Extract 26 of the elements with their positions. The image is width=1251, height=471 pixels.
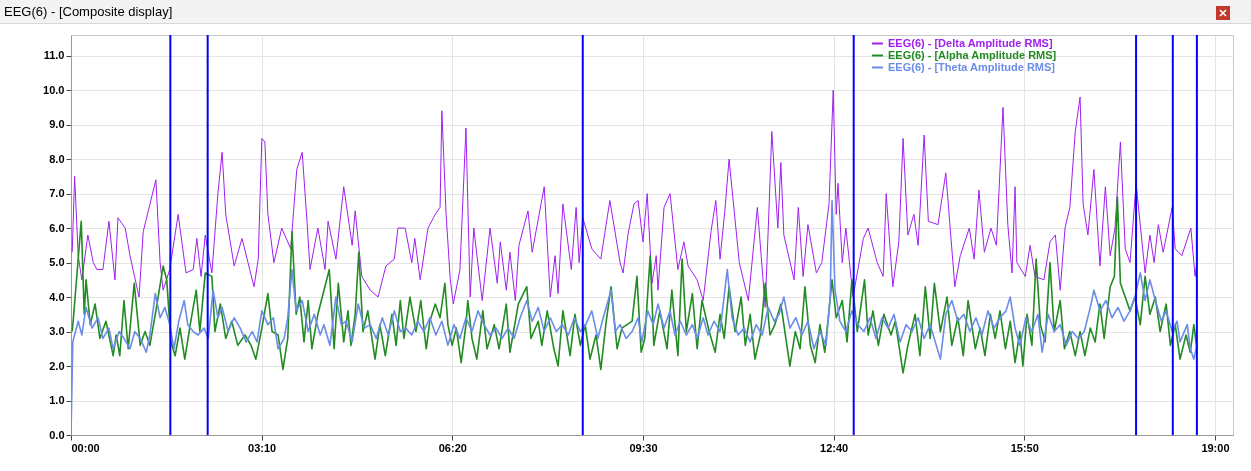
legend-label: EEG(6) - [Delta Amplitude RMS] — [888, 36, 1053, 49]
line-series — [71, 89, 1198, 308]
y-tick-label: 6.0 — [49, 221, 65, 234]
x-tick-label: 19:00 — [1201, 441, 1230, 454]
y-tick-label: 10.0 — [43, 83, 65, 96]
y-tick-label: 11.0 — [43, 49, 65, 62]
x-tick-label: 15:50 — [1010, 441, 1039, 454]
y-tick-label: 5.0 — [49, 256, 65, 269]
chart-title: EEG(6) - [Composite display] — [4, 4, 173, 19]
x-tick-label: 09:30 — [629, 441, 658, 454]
y-tick-label: 8.0 — [49, 152, 65, 165]
y-tick-label: 9.0 — [49, 118, 65, 131]
y-tick-label: 1.0 — [49, 394, 65, 407]
legend-label: EEG(6) - [Theta Amplitude RMS] — [888, 60, 1056, 73]
y-tick-label: 0.0 — [49, 428, 65, 441]
y-tick-label: 4.0 — [49, 290, 65, 303]
line-series — [71, 196, 1198, 374]
y-tick-label: 2.0 — [49, 359, 65, 372]
x-tick-label: 00:00 — [71, 441, 100, 454]
legend-label: EEG(6) - [Alpha Amplitude RMS] — [888, 48, 1057, 61]
y-tick-label: 3.0 — [49, 325, 65, 338]
line-series — [71, 199, 1198, 435]
x-tick-label: 06:20 — [438, 441, 467, 454]
x-tick-label: 12:40 — [820, 441, 849, 454]
x-tick-label: 03:10 — [248, 441, 277, 454]
y-tick-label: 7.0 — [49, 187, 65, 200]
